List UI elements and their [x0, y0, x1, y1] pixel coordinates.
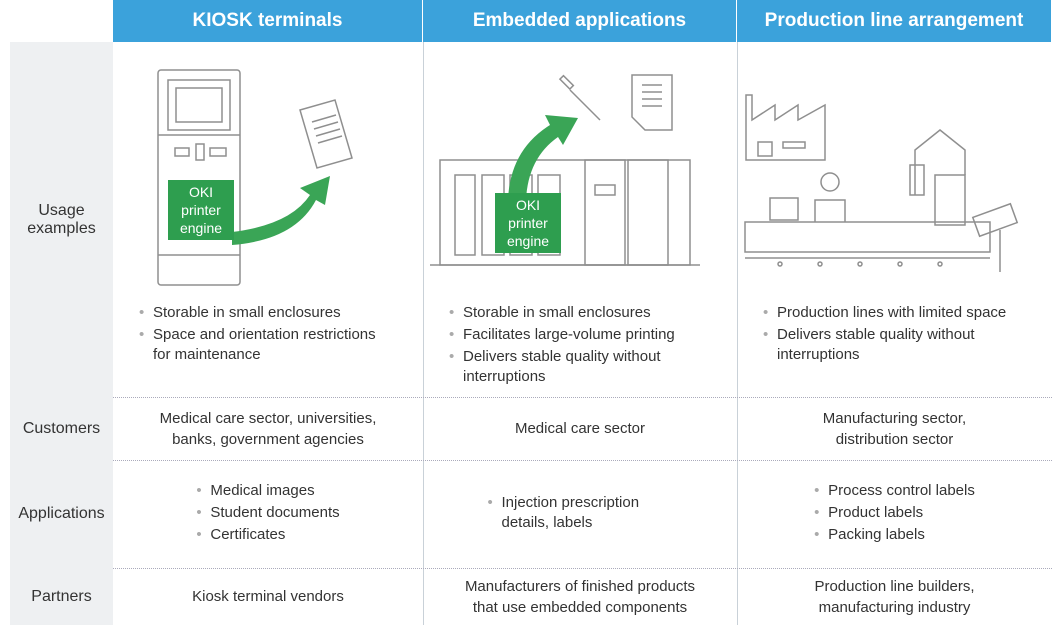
- bullet-item: Production lines with limited space: [763, 303, 1028, 323]
- cell-line: Manufacturing sector,: [822, 409, 967, 427]
- cell: Medical care sector: [423, 397, 737, 460]
- engine-label: OKI printer engine: [168, 180, 234, 240]
- column-divider: [423, 42, 424, 625]
- bullet-item: Medical images: [196, 481, 339, 501]
- cell-line: Kiosk terminal vendors: [192, 588, 344, 605]
- bullet-item: Delivers stable quality without interrup…: [763, 325, 1028, 365]
- bullet-list: Storable in small enclosuresSpace and or…: [139, 303, 379, 367]
- row-label: Usage examples: [10, 42, 113, 397]
- cell: Medical care sector, universities, banks,…: [113, 397, 423, 460]
- cell-line: Medical care sector, universities,: [159, 409, 377, 427]
- cell: Kiosk terminal vendors: [113, 568, 423, 625]
- bullet-item: Space and orientation restrictions for m…: [139, 325, 379, 365]
- cell: Injection prescription details, labels: [423, 460, 737, 568]
- bullet-item: Packing labels: [814, 525, 975, 545]
- bullet-item: Delivers stable quality without interrup…: [449, 347, 694, 387]
- cell-line: banks, government agencies: [172, 430, 364, 448]
- cell-line: Medical care sector: [514, 420, 646, 437]
- column-header: Production line arrangement: [737, 0, 1052, 42]
- cell: Storable in small enclosuresFacilitates …: [443, 303, 727, 389]
- bullet-list: Injection prescription details, labels: [488, 493, 673, 535]
- column-header: Embedded applications: [423, 0, 737, 42]
- row-divider: [10, 397, 1052, 398]
- cell-line: manufacturing industry: [818, 598, 971, 616]
- cell: Production lines with limited spaceDeliv…: [757, 303, 1042, 367]
- cell-line: that use embedded components: [472, 598, 688, 616]
- row-label: Applications: [10, 460, 113, 568]
- bullet-list: Medical imagesStudent documentsCertifica…: [196, 481, 339, 547]
- bullet-item: Injection prescription details, labels: [488, 493, 673, 533]
- illustrations: [157, 69, 1019, 286]
- bullet-item: Storable in small enclosures: [139, 303, 379, 323]
- cell: Manufacturers of finished products that u…: [423, 568, 737, 625]
- cell: Process control labelsProduct labelsPack…: [737, 460, 1052, 568]
- column-divider: [737, 42, 738, 625]
- cell-line: distribution sector: [835, 430, 954, 448]
- row-divider: [10, 568, 1052, 569]
- bullet-item: Process control labels: [814, 481, 975, 501]
- row-label: Customers: [10, 397, 113, 460]
- bullet-item: Storable in small enclosures: [449, 303, 694, 323]
- cell: Production line builders, manufacturing i…: [737, 568, 1052, 625]
- cell: Storable in small enclosuresSpace and or…: [133, 303, 413, 367]
- bullet-list: Process control labelsProduct labelsPack…: [814, 481, 975, 547]
- cell-line: Manufacturers of finished products: [464, 577, 696, 595]
- bullet-item: Student documents: [196, 503, 339, 523]
- engine-label: OKI printer engine: [495, 193, 561, 253]
- bullet-list: Storable in small enclosuresFacilitates …: [449, 303, 694, 389]
- cell: Manufacturing sector, distribution sector: [737, 397, 1052, 460]
- row-label: Partners: [10, 568, 113, 625]
- cell-line: Production line builders,: [814, 577, 975, 595]
- bullet-item: Certificates: [196, 525, 339, 545]
- bullet-item: Facilitates large-volume printing: [449, 325, 694, 345]
- row-divider: [10, 460, 1052, 461]
- bullet-list: Production lines with limited spaceDeliv…: [763, 303, 1028, 367]
- cell: Medical imagesStudent documentsCertifica…: [113, 460, 423, 568]
- bullet-item: Product labels: [814, 503, 975, 523]
- column-header: KIOSK terminals: [113, 0, 423, 42]
